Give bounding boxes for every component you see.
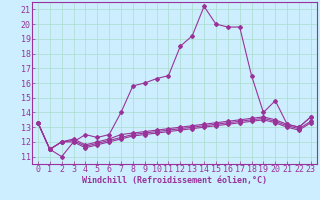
X-axis label: Windchill (Refroidissement éolien,°C): Windchill (Refroidissement éolien,°C)	[82, 176, 267, 185]
